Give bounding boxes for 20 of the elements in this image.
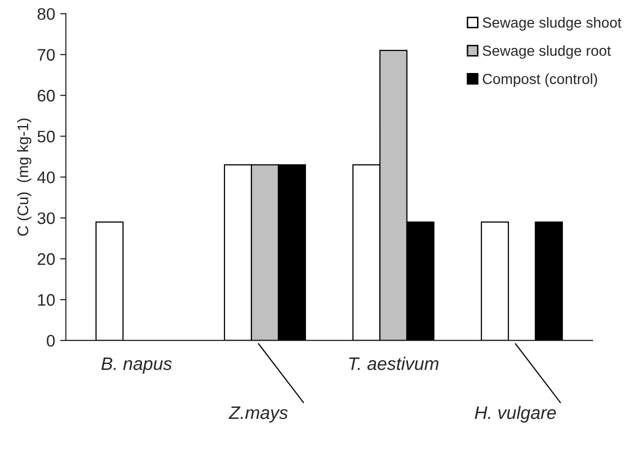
x-tick-label: Z.mays <box>228 406 288 423</box>
x-tick-label: B. napus <box>101 357 172 374</box>
y-tick-label: 70 <box>38 48 55 61</box>
y-tick-label: 30 <box>38 212 55 224</box>
y-tick-label: 50 <box>38 130 55 142</box>
y-tick-label: 0 <box>46 334 55 347</box>
legend-label: Sewage sludge shoot <box>482 17 622 31</box>
y-tick-label: 20 <box>38 253 55 265</box>
legend-label: Sewage sludge root <box>482 45 611 59</box>
y-tick-label: 10 <box>38 294 55 306</box>
legend-label: Compost (control) <box>482 73 598 87</box>
bar <box>480 221 509 340</box>
y-tick-label: 80 <box>38 8 55 20</box>
bar <box>534 221 563 340</box>
y-tick-label: 40 <box>37 171 55 184</box>
y-axis-title: C (Cu) (mg kg-1) <box>17 118 32 236</box>
x-tick-label: T. aestivum <box>349 356 438 370</box>
y-tick-label: 60 <box>38 90 55 102</box>
bar <box>95 221 124 340</box>
x-tick-label: H. vulgare <box>474 406 556 423</box>
